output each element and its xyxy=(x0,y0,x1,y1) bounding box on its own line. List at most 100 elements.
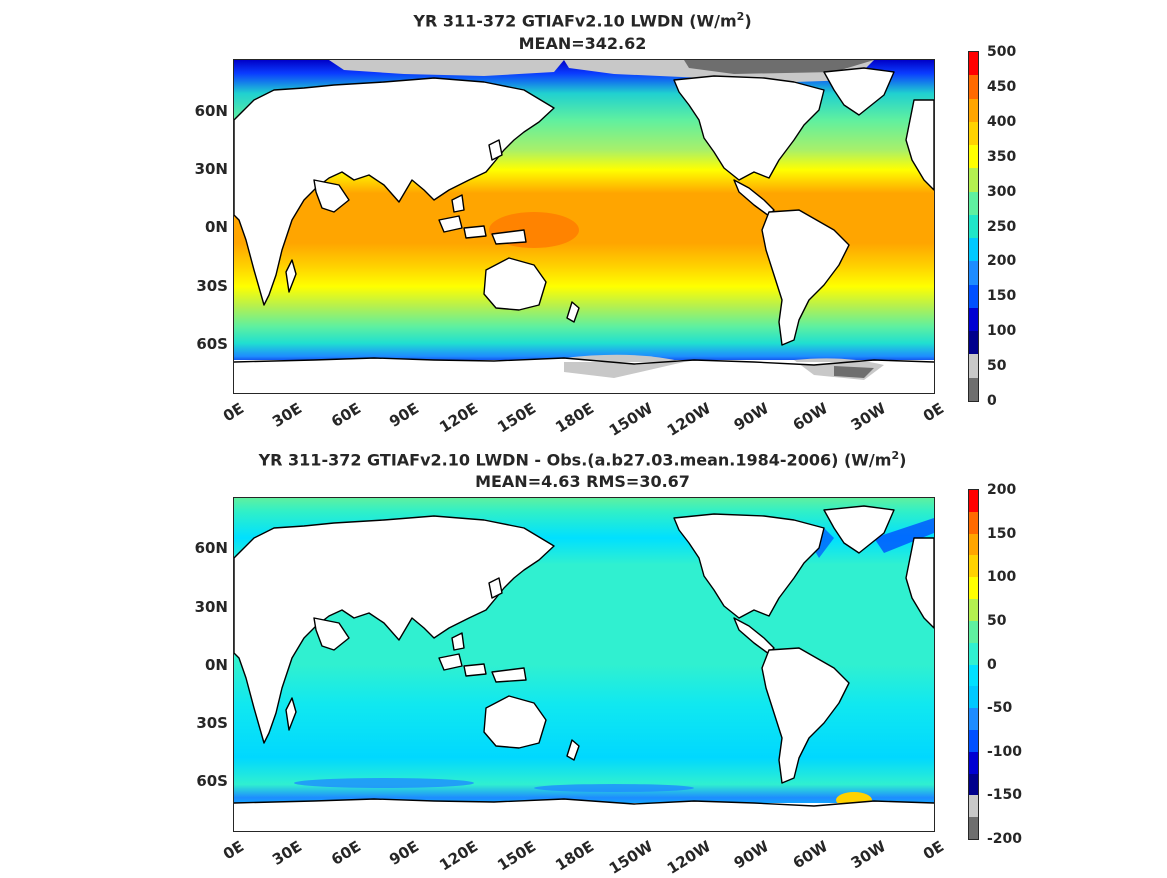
colorbar-tick-label: -50 xyxy=(987,700,1013,717)
colorbar-segment xyxy=(969,377,978,401)
top-title-sup: 2 xyxy=(736,10,745,23)
colorbar-segment xyxy=(969,555,978,578)
colorbar-segment xyxy=(969,708,978,730)
bottom-colorbar xyxy=(968,489,979,840)
colorbar-segment xyxy=(969,642,978,665)
top-xtick: 0E xyxy=(919,399,948,426)
colorbar-segment xyxy=(969,238,978,262)
colorbar-segment xyxy=(969,75,978,99)
colorbar-tick-label: 450 xyxy=(987,78,1017,95)
bottom-ytick-60n: 60N xyxy=(194,539,228,557)
top-xtick: 90E xyxy=(386,399,423,431)
top-xtick: 60W xyxy=(789,399,832,435)
colorbar-segment xyxy=(969,284,978,308)
colorbar-tick-label: -150 xyxy=(987,787,1023,804)
colorbar-tick-label: 500 xyxy=(987,44,1017,60)
colorbar-tick-label: 400 xyxy=(987,113,1017,130)
colorbar-segment xyxy=(969,261,978,285)
colorbar-tick-label: 350 xyxy=(987,148,1017,165)
top-xtick: 150W xyxy=(605,399,657,440)
colorbar-tick-label: 150 xyxy=(987,525,1017,542)
top-xtick: 30E xyxy=(269,399,306,431)
colorbar-tick-label: 300 xyxy=(987,183,1017,200)
top-ytick-30n: 30N xyxy=(194,160,228,178)
colorbar-tick-label: -100 xyxy=(987,743,1023,760)
colorbar-tick-label: -200 xyxy=(987,831,1023,847)
bottom-ytick-0n: 0N xyxy=(205,656,228,674)
top-ytick-60s: 60S xyxy=(196,335,228,353)
colorbar-segment xyxy=(969,664,978,687)
bottom-xtick: 120W xyxy=(663,837,715,878)
colorbar-segment xyxy=(969,354,978,378)
colorbar-segment xyxy=(969,686,978,709)
colorbar-tick-label: 250 xyxy=(987,218,1017,235)
colorbar-segment xyxy=(969,577,978,600)
colorbar-segment xyxy=(969,599,978,621)
colorbar-segment xyxy=(969,191,978,215)
colorbar-segment xyxy=(969,214,978,239)
top-colorbar xyxy=(968,51,979,402)
colorbar-segment xyxy=(969,98,978,122)
bottom-xtick: 0E xyxy=(219,837,248,864)
bottom-land-masses xyxy=(234,505,934,807)
top-xtick: 120W xyxy=(663,399,715,440)
top-ytick-60n: 60N xyxy=(194,102,228,120)
bottom-map xyxy=(233,497,935,832)
top-land-masses xyxy=(234,67,934,366)
bottom-xtick: 150E xyxy=(494,837,540,875)
colorbar-tick-label: 0 xyxy=(987,656,997,673)
colorbar-tick-label: 50 xyxy=(987,358,1007,375)
top-xtick: 60E xyxy=(328,399,365,431)
colorbar-tick-label: 200 xyxy=(987,253,1017,270)
colorbar-segment xyxy=(969,52,978,76)
colorbar-segment xyxy=(969,773,978,796)
top-map-svg xyxy=(234,60,934,393)
top-xtick: 0E xyxy=(219,399,248,426)
colorbar-segment xyxy=(969,511,978,534)
colorbar-tick-label: 50 xyxy=(987,612,1007,629)
bottom-xtick: 150W xyxy=(605,837,657,878)
colorbar-tick-label: 100 xyxy=(987,323,1017,340)
bottom-xtick: 30E xyxy=(269,837,306,869)
bottom-title-end: ) xyxy=(899,450,907,470)
bottom-subtitle: MEAN=4.63 RMS=30.67 xyxy=(475,472,690,491)
top-map xyxy=(233,59,935,394)
top-ytick-0n: 0N xyxy=(205,218,228,236)
top-title-end: ) xyxy=(744,11,752,31)
bottom-xtick: 90E xyxy=(386,837,423,869)
bottom-title-sup: 2 xyxy=(891,449,900,462)
bottom-xtick: 30W xyxy=(847,837,890,873)
colorbar-segment xyxy=(969,817,978,839)
bottom-xtick: 60E xyxy=(328,837,365,869)
top-title: YR 311-372 GTIAFv2.10 LWDN (W/m2) xyxy=(100,6,1065,32)
colorbar-segment xyxy=(969,620,978,643)
colorbar-segment xyxy=(969,533,978,556)
top-subtitle: MEAN=342.62 xyxy=(518,34,647,53)
bottom-ytick-60s: 60S xyxy=(196,772,228,790)
top-xtick: 90W xyxy=(730,399,773,435)
bottom-ytick-30n: 30N xyxy=(194,598,228,616)
bottom-xtick: 90W xyxy=(730,837,773,873)
top-xtick: 150E xyxy=(494,399,540,437)
top-xtick: 120E xyxy=(436,399,482,437)
colorbar-segment xyxy=(969,168,978,192)
bottom-title: YR 311-372 GTIAFv2.10 LWDN - Obs.(a.b27.… xyxy=(100,445,1065,471)
colorbar-segment xyxy=(969,307,978,332)
bottom-xtick: 180E xyxy=(552,837,598,875)
colorbar-segment xyxy=(969,121,978,146)
colorbar-tick-label: 100 xyxy=(987,569,1017,586)
colorbar-tick-label: 200 xyxy=(987,482,1017,498)
colorbar-tick-label: 150 xyxy=(987,288,1017,305)
bottom-xtick: 60W xyxy=(789,837,832,873)
colorbar-segment xyxy=(969,729,978,752)
top-xtick: 30W xyxy=(847,399,890,435)
colorbar-segment xyxy=(969,795,978,818)
bottom-map-svg xyxy=(234,498,934,831)
bottom-xtick: 120E xyxy=(436,837,482,875)
top-xtick: 180E xyxy=(552,399,598,437)
colorbar-segment xyxy=(969,145,978,169)
colorbar-segment xyxy=(969,490,978,512)
colorbar-tick-label: 0 xyxy=(987,393,997,409)
top-ytick-30s: 30S xyxy=(196,277,228,295)
colorbar-segment xyxy=(969,751,978,774)
